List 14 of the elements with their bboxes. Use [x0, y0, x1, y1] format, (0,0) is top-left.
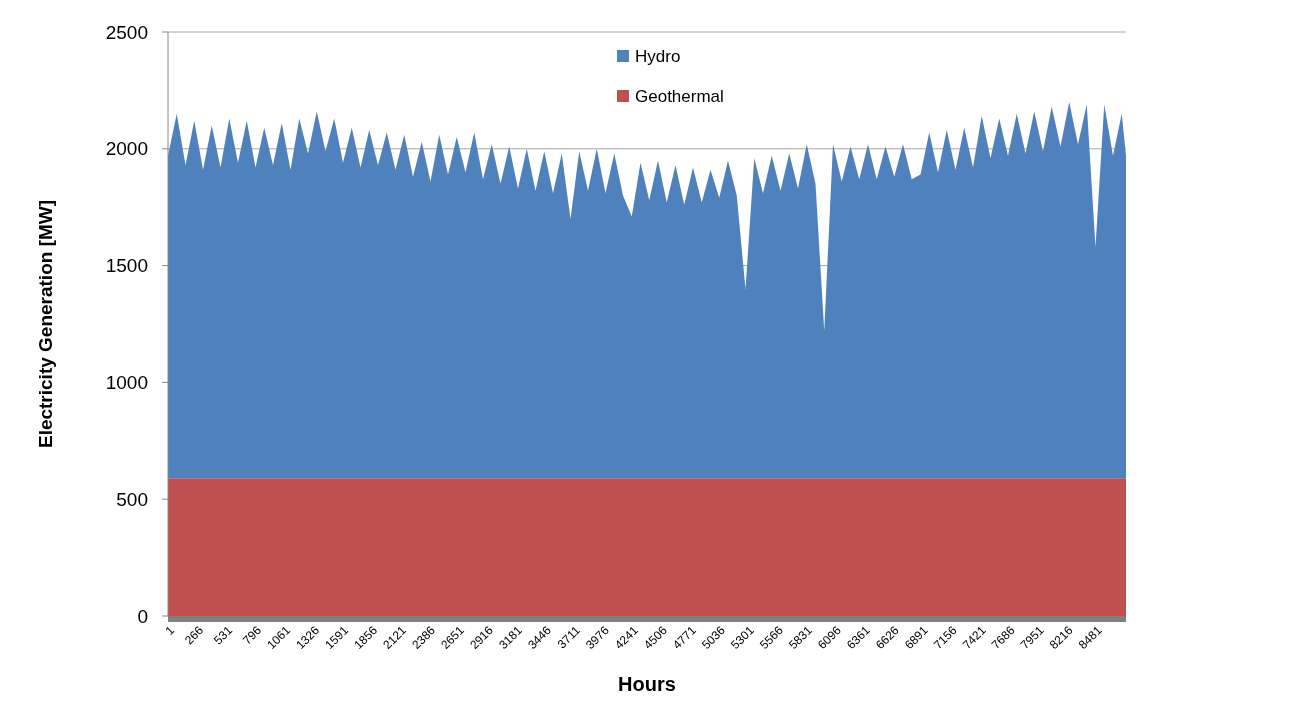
y-tick-label: 2500 [105, 21, 148, 43]
y-axis-title: Electricity Generation [MW] [35, 199, 56, 449]
y-tick-label: 2000 [105, 138, 148, 160]
y-tick-label: 1500 [105, 255, 148, 277]
y-tick-label: 500 [116, 488, 148, 510]
x-tick-label: 266 [182, 622, 207, 648]
y-tick-label: 1000 [105, 372, 148, 394]
y-tick-label: 0 [137, 605, 148, 627]
x-tick-label: 1 [162, 622, 178, 638]
legend-label: Geothermal [635, 86, 724, 106]
legend-label: Hydro [635, 46, 681, 66]
x-tick-label: 796 [239, 622, 265, 648]
x-axis-title: Hours [618, 673, 676, 695]
x-tick-label: 531 [211, 622, 236, 648]
